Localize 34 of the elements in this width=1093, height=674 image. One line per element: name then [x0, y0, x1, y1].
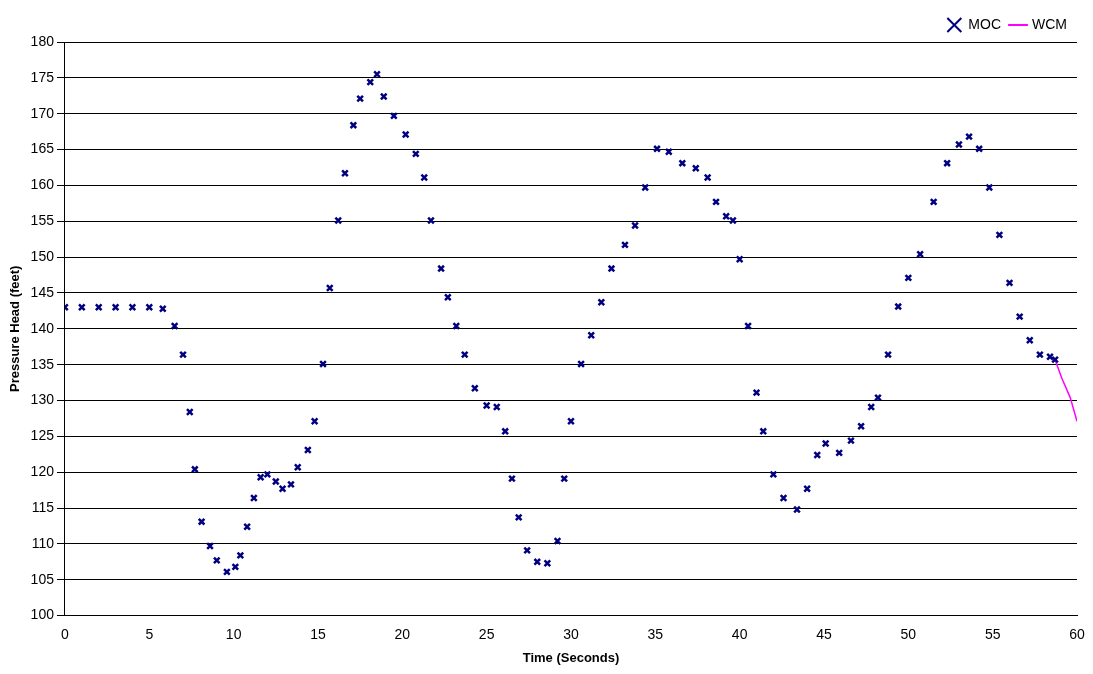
x-axis-title: Time (Seconds): [522, 649, 620, 665]
x-tick-label: 30: [563, 625, 579, 642]
y-tick-label: 135: [30, 355, 55, 372]
x-tick-label: 50: [900, 625, 917, 642]
y-tick-label: 145: [30, 283, 55, 300]
y-tick-label: 160: [30, 176, 55, 193]
legend-label: MOC: [968, 15, 1002, 32]
x-tick-label: 5: [145, 625, 154, 642]
y-tick-label: 125: [30, 427, 55, 444]
y-tick-label: 105: [30, 570, 55, 587]
x-tick-label: 40: [731, 625, 748, 642]
x-tick-label: 10: [225, 625, 242, 642]
y-tick-label: 150: [30, 247, 55, 264]
x-tick-label: 35: [647, 625, 664, 642]
y-tick-label: 115: [31, 498, 55, 515]
y-tick-label: 110: [31, 534, 55, 551]
x-tick-label: 20: [394, 625, 411, 642]
x-tick-label: 60: [1069, 625, 1085, 642]
y-tick-label: 175: [30, 68, 55, 85]
x-tick-label: 25: [478, 625, 495, 642]
y-tick-label: 170: [30, 104, 55, 121]
y-tick-label: 130: [30, 391, 55, 408]
y-tick-label: 180: [30, 32, 55, 49]
x-tick-label: 45: [816, 625, 832, 642]
x-tick-label: 55: [984, 625, 1001, 642]
legend-label: WCM: [1032, 15, 1068, 32]
y-tick-label: 120: [30, 463, 55, 480]
y-tick-label: 140: [30, 319, 55, 336]
y-tick-label: 100: [30, 606, 55, 623]
y-axis-title: Pressure Head (feet): [7, 265, 23, 393]
y-tick-label: 165: [30, 140, 55, 157]
x-tick-label: 15: [310, 625, 326, 642]
y-tick-label: 155: [30, 212, 55, 229]
x-tick-label: 0: [61, 625, 70, 642]
